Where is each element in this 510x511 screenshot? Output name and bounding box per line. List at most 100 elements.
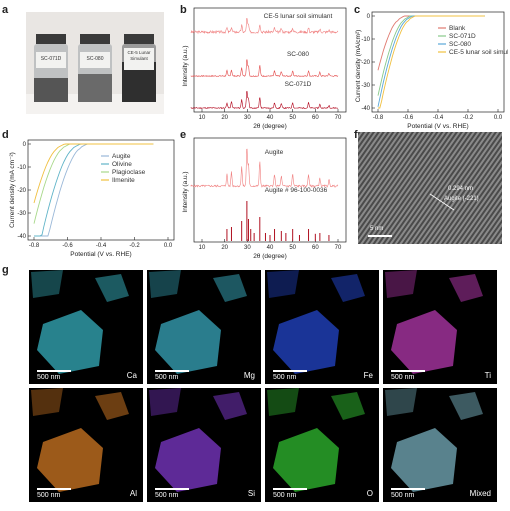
eds-signal: [31, 388, 129, 492]
chart-e-label-ref: Augite # 96-100-0036: [265, 187, 328, 194]
chart-d-xtick: -0.6: [62, 243, 73, 249]
chart-c-xtick: -0.4: [433, 115, 444, 121]
chart-d-legend-label: Ilmenite: [112, 177, 135, 184]
chart-c-xtick: -0.8: [373, 115, 384, 121]
eds-signal: [267, 388, 365, 492]
chart-d-xtick: 0.0: [164, 243, 173, 249]
eds-signal: [385, 270, 483, 374]
chart-b-xtick: 10: [199, 115, 206, 121]
chart-d-legend-label: Plagioclase: [112, 169, 146, 176]
chart-c-xlabel: Potential (V vs. RHE): [407, 123, 468, 130]
vial-label-1: SC-071D: [40, 56, 62, 62]
chart-d: Current density (mA cm⁻²) -0.8 -0.6 -0.4 -0…: [9, 139, 175, 258]
chart-b-xtick: 70: [335, 115, 342, 121]
chart-b-xtick: 40: [267, 115, 274, 121]
eds-signal: [267, 270, 365, 374]
panel-label-f: f: [354, 129, 358, 141]
chart-b-label-sc080: SC-080: [287, 51, 309, 58]
eds-scale-bar: [273, 488, 307, 490]
chart-c-ytick: -40: [361, 106, 370, 112]
chart-c-xtick: -0.6: [403, 115, 414, 121]
chart-d-ytick: 0: [23, 142, 27, 148]
eds-map-o: 500 nm O: [265, 388, 379, 502]
eds-map-ca: 500 nm Ca: [29, 270, 143, 384]
hrtem-image: 0.294 nm Augite (-221) 5 nm: [358, 132, 502, 244]
eds-element-label: Si: [247, 489, 255, 498]
eds-element-label: Mg: [243, 371, 255, 380]
chart-d-ytick: -30: [17, 211, 26, 217]
eds-scale-label: 500 nm: [391, 492, 415, 499]
chart-e-xtick: 60: [312, 245, 319, 251]
chart-c-xtick: -0.2: [463, 115, 474, 121]
eds-element-label: Ti: [484, 371, 491, 380]
chart-c-ytick: -30: [361, 83, 370, 89]
chart-b-frame: [193, 7, 347, 113]
eds-scale-bar: [273, 370, 307, 372]
eds-element-label: O: [366, 489, 373, 498]
chart-d-legend-label: Olivine: [112, 161, 132, 168]
eds-signal: [31, 270, 129, 374]
chart-b-xtick: 50: [289, 115, 296, 121]
chart-c-legend-label: Blank: [449, 25, 466, 32]
chart-b-xlabel: 2θ (degree): [253, 123, 287, 130]
chart-c-xtick: 0.0: [494, 115, 503, 121]
eds-scale-bar: [37, 488, 71, 490]
chart-c-ytick: -10: [361, 37, 370, 43]
chart-d-curve-2: [33, 143, 154, 224]
panel-label-a: a: [2, 4, 9, 16]
chart-c-curve-2: [377, 15, 485, 107]
chart-d-ytick: -40: [17, 234, 26, 240]
chart-d-xtick: -0.2: [129, 243, 140, 249]
chart-b-label-sc071d: SC-071D: [285, 81, 312, 88]
eds-scale-bar: [391, 370, 425, 372]
eds-element-label: Al: [129, 489, 137, 498]
eds-scale-label: 500 nm: [37, 492, 61, 499]
eds-scale-label: 500 nm: [155, 374, 179, 381]
eds-scale-bar: [37, 370, 71, 372]
lattice-fringes: [358, 132, 502, 244]
chart-d-curve-0: [34, 143, 154, 237]
chart-c: Current density (mA/cm²) -0.8 -0.6 -0.4 -0.…: [355, 11, 508, 130]
chart-d-legend-label: Augite: [112, 153, 131, 160]
eds-scale-label: 500 nm: [273, 374, 297, 381]
vials-photo: SC-071D SC-080 CE-5 Lunar Simulant: [26, 12, 164, 114]
chart-c-legend-label: SC-071D: [449, 33, 476, 40]
chart-b-xtick: 20: [221, 115, 228, 121]
chart-b: Intensity (a.u.) 10 20 30 40 50 60 70 CE-5 lun…: [182, 7, 347, 130]
eds-element-label: Mixed: [469, 489, 491, 498]
chart-e-xtick: 10: [199, 245, 206, 251]
eds-element-label: Ca: [126, 371, 137, 380]
hrtem-scale-label: 5 nm: [370, 226, 384, 232]
chart-c-ylabel: Current density (mA/cm²): [355, 30, 362, 103]
chart-c-frame: [371, 11, 505, 113]
chart-e-xtick: 70: [335, 245, 342, 251]
chart-e-xtick: 50: [289, 245, 296, 251]
chart-d-curve-3: [33, 143, 154, 204]
d-spacing-label: 0.294 nm: [448, 186, 474, 192]
chart-b-ylabel: Intensity (a.u.): [182, 45, 189, 86]
chart-e: Intensity (a.u.) 10 20 30 40 50 60 70 Augite A…: [182, 137, 347, 260]
chart-e-xlabel: 2θ (degree): [253, 253, 287, 260]
eds-element-label: Fe: [363, 371, 373, 380]
chart-c-ytick: 0: [367, 14, 371, 20]
chart-d-xtick: -0.4: [96, 243, 107, 249]
chart-d-ytick: -10: [17, 165, 26, 171]
chart-e-label-augite: Augite: [265, 149, 284, 156]
chart-e-xtick: 40: [267, 245, 274, 251]
eds-map-mg: 500 nm Mg: [147, 270, 261, 384]
vials-drawing: [26, 12, 164, 114]
vial-label-3: CE-5 Lunar Simulant: [127, 50, 151, 61]
chart-b-series-ce5: [190, 18, 339, 35]
eds-scale-bar: [391, 488, 425, 490]
panel-label-b: b: [180, 4, 187, 16]
eds-map-fe: 500 nm Fe: [265, 270, 379, 384]
eds-signal: [149, 388, 247, 492]
panel-label-c: c: [354, 4, 361, 16]
chart-e-ylabel: Intensity (a.u.): [182, 171, 189, 212]
vial-label-2: SC-080: [86, 56, 104, 62]
chart-e-xtick: 30: [244, 245, 251, 251]
eds-map-si: 500 nm Si: [147, 388, 261, 502]
eds-scale-bar: [155, 370, 189, 372]
chart-b-xtick: 60: [312, 115, 319, 121]
eds-scale-label: 500 nm: [273, 492, 297, 499]
